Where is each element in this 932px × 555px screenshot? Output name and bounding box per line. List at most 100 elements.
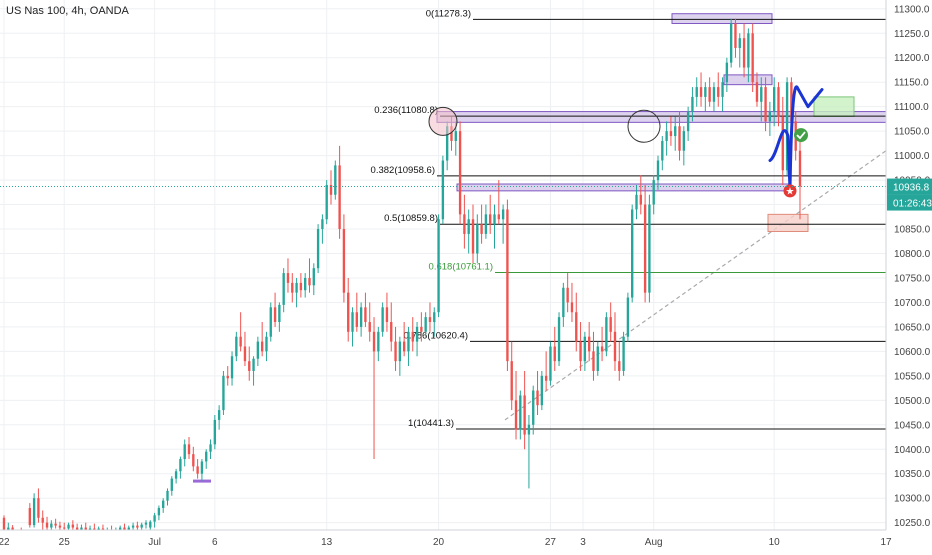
stop-box bbox=[767, 213, 809, 232]
candle-body bbox=[334, 165, 337, 195]
candle-body bbox=[678, 126, 681, 151]
candle-body bbox=[708, 87, 711, 102]
candle-body bbox=[643, 204, 647, 293]
highlight-circle bbox=[428, 106, 458, 136]
time-tick-label: 20 bbox=[433, 537, 445, 548]
candle-body bbox=[428, 317, 432, 323]
candle-body bbox=[149, 521, 152, 528]
candle-body bbox=[179, 459, 182, 472]
candle-body bbox=[742, 38, 746, 68]
candle-body bbox=[648, 204, 651, 293]
candle-body bbox=[665, 131, 668, 141]
star-icon bbox=[783, 184, 797, 198]
price-tick-label: 11050.0 bbox=[894, 127, 930, 138]
candle-body bbox=[704, 87, 707, 97]
candle-body bbox=[131, 525, 135, 528]
candle-body bbox=[609, 317, 612, 332]
candle-body bbox=[162, 500, 165, 508]
candle-body bbox=[260, 341, 264, 352]
candle-body bbox=[351, 312, 354, 332]
candle-body bbox=[71, 524, 75, 528]
candle-body bbox=[755, 82, 759, 102]
candle-body bbox=[192, 454, 195, 467]
time-tick-label: 3 bbox=[580, 537, 586, 548]
candle-body bbox=[420, 326, 423, 332]
candle-body bbox=[217, 410, 221, 420]
candle-body bbox=[88, 528, 92, 530]
candle-body bbox=[222, 375, 225, 411]
candle-body bbox=[390, 322, 393, 342]
candle-body bbox=[699, 87, 703, 97]
candle-body bbox=[437, 219, 440, 313]
candle-body bbox=[450, 126, 453, 141]
time-axis: 22 25 Jul 6 13 20 27 Aug 3 10 17 bbox=[0, 529, 892, 550]
candle-body bbox=[278, 304, 281, 323]
candle-body bbox=[265, 336, 268, 352]
candle-body bbox=[471, 219, 475, 254]
time-tick-label: 17 bbox=[880, 537, 892, 548]
candle-body bbox=[157, 507, 161, 516]
candle-body bbox=[28, 507, 31, 526]
candle-body bbox=[527, 424, 531, 435]
candle-body bbox=[751, 33, 754, 83]
candle-body bbox=[777, 87, 780, 117]
price-tick-label: 11200.0 bbox=[894, 53, 930, 64]
support-zone bbox=[456, 183, 791, 192]
candle-body bbox=[402, 341, 406, 352]
candle-body bbox=[674, 126, 677, 137]
price-tick-label: 10800.0 bbox=[894, 249, 931, 260]
candle-body bbox=[58, 525, 62, 528]
price-tick-label: 10550.0 bbox=[894, 371, 931, 382]
candle-body bbox=[725, 62, 729, 83]
candle-body bbox=[67, 524, 70, 529]
fib-label-0.5: 0.5(10859.8) bbox=[384, 213, 438, 224]
price-tick-label: 10700.0 bbox=[894, 298, 931, 309]
candle-body bbox=[781, 116, 784, 171]
candle-body bbox=[230, 356, 234, 379]
top-zone bbox=[671, 13, 773, 24]
candle-body bbox=[433, 312, 436, 323]
candle-body bbox=[497, 214, 500, 220]
zones-group bbox=[193, 13, 887, 483]
fib-label-0: 0(11278.3) bbox=[426, 8, 471, 19]
candle-body bbox=[321, 219, 324, 230]
candle-body bbox=[562, 287, 565, 318]
candle-body bbox=[575, 312, 578, 342]
fibonacci-group: 0(11278.3) 0.236(11080.8) 0.382(10958.6) 0.… bbox=[371, 8, 886, 430]
fib-label-0.618: 0.618(10761.1) bbox=[429, 262, 493, 273]
candle-body bbox=[209, 444, 212, 452]
candle-body bbox=[394, 341, 397, 362]
candle-body bbox=[123, 527, 126, 530]
candle-body bbox=[127, 527, 130, 530]
candle-body bbox=[618, 361, 621, 371]
star-icon-glyph: ★ bbox=[786, 186, 795, 197]
candle-body bbox=[239, 336, 242, 347]
price-tick-label: 10400.0 bbox=[894, 445, 931, 456]
time-tick-label: 22 bbox=[0, 537, 10, 548]
countdown-label: 01:26:43 bbox=[893, 199, 932, 210]
candle-body bbox=[347, 292, 350, 332]
candle-body bbox=[118, 527, 122, 530]
candle-body bbox=[54, 523, 57, 526]
candle-body bbox=[489, 214, 492, 225]
candle-body bbox=[656, 160, 660, 181]
candle-body bbox=[235, 336, 238, 357]
candle-body bbox=[458, 131, 462, 215]
candle-body bbox=[37, 498, 40, 518]
candle-body bbox=[682, 131, 686, 151]
candle-body bbox=[355, 312, 359, 327]
price-tick-label: 10650.0 bbox=[894, 322, 931, 333]
candle-body bbox=[583, 336, 587, 362]
candle-body bbox=[415, 326, 419, 342]
candle-body bbox=[80, 527, 83, 530]
annotation-overlay: ★ bbox=[428, 85, 824, 198]
time-tick-label: Aug bbox=[645, 537, 663, 548]
candle-body bbox=[652, 180, 655, 205]
candle-body bbox=[721, 82, 724, 97]
time-tick-label: 25 bbox=[59, 537, 71, 548]
fib-label-1: 1(10441.3) bbox=[408, 418, 454, 429]
candle-body bbox=[205, 451, 208, 462]
candle-body bbox=[385, 307, 389, 323]
